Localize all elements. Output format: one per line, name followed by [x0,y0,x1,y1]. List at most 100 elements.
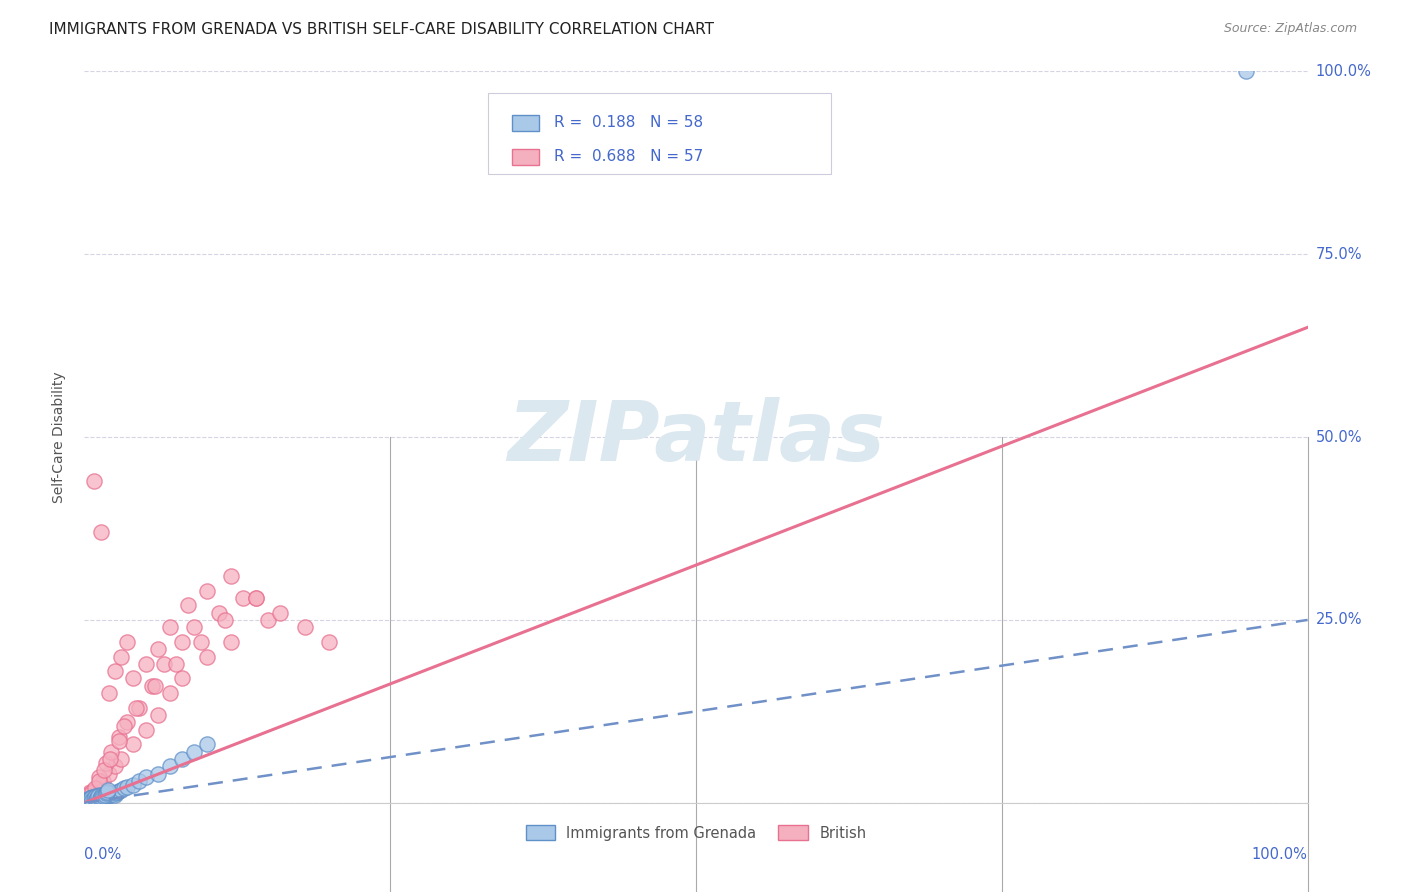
Point [86,791,108,805]
Point [93,789,115,804]
Text: 50.0%: 50.0% [1316,430,1362,444]
Point [97,788,120,802]
Point [115,715,138,730]
Point [172,672,194,686]
Point [80,789,103,804]
Point [77,794,100,808]
Point [97,766,120,780]
Point [83,791,105,805]
Point [146,642,169,657]
Point [115,780,138,794]
Point [80,785,103,799]
Point [97,789,120,804]
Point [101,787,124,801]
Point [269,606,291,620]
Point [91,773,114,788]
Text: 100.0%: 100.0% [1251,847,1308,862]
Point [86,790,108,805]
Point [104,759,127,773]
Point [83,790,105,805]
Point [257,613,280,627]
Point [87,789,110,804]
Point [245,591,267,605]
Point [84,789,107,804]
Point [90,525,112,540]
FancyBboxPatch shape [488,94,831,174]
Point [159,620,181,634]
Point [87,773,110,788]
Point [318,635,340,649]
Text: R =  0.188   N = 58: R = 0.188 N = 58 [554,115,703,130]
Point [159,759,181,773]
Point [75,794,97,808]
Point [100,745,122,759]
Text: 100.0%: 100.0% [1316,64,1372,78]
Point [172,635,194,649]
Point [122,737,145,751]
Point [172,752,194,766]
Point [90,789,112,804]
Point [110,752,132,766]
Point [98,786,121,800]
Point [122,778,145,792]
Point [87,789,110,803]
Point [195,649,218,664]
Text: 75.0%: 75.0% [1316,247,1362,261]
Point [83,789,105,804]
Point [98,752,121,766]
Point [143,679,166,693]
Point [96,756,118,770]
Point [105,785,128,799]
Point [107,784,129,798]
Point [107,730,129,744]
Point [110,782,132,797]
Point [97,686,120,700]
Point [125,700,148,714]
Point [128,700,150,714]
Point [153,657,176,671]
Point [79,791,101,805]
Point [195,737,218,751]
Text: Source: ZipAtlas.com: Source: ZipAtlas.com [1223,22,1357,36]
Point [183,620,205,634]
Point [89,790,111,805]
Point [82,792,104,806]
Point [110,649,132,664]
Point [76,794,98,808]
Point [135,657,157,671]
Point [245,591,267,605]
Point [115,635,138,649]
Point [79,785,101,799]
Point [208,606,231,620]
Point [294,620,316,634]
Point [135,770,157,784]
Point [219,569,242,583]
Bar [513,149,540,165]
Point [86,781,108,796]
Point [93,788,115,802]
Point [91,789,114,804]
Point [77,789,100,803]
Y-axis label: Self-Care Disability: Self-Care Disability [52,371,66,503]
Point [82,793,104,807]
Text: R =  0.688   N = 57: R = 0.688 N = 57 [554,150,703,164]
Point [90,789,112,804]
Point [219,635,242,649]
Point [96,785,118,799]
Point [77,792,100,806]
Point [83,474,105,488]
Point [105,786,128,800]
Point [177,599,200,613]
Point [87,789,110,804]
Bar [513,114,540,130]
Point [135,723,157,737]
Text: ZIPatlas: ZIPatlas [508,397,884,477]
Point [91,788,114,802]
Point [104,788,127,802]
Point [146,708,169,723]
Point [183,745,205,759]
Point [214,613,236,627]
Point [190,635,212,649]
Point [94,786,117,800]
Point [195,583,218,598]
